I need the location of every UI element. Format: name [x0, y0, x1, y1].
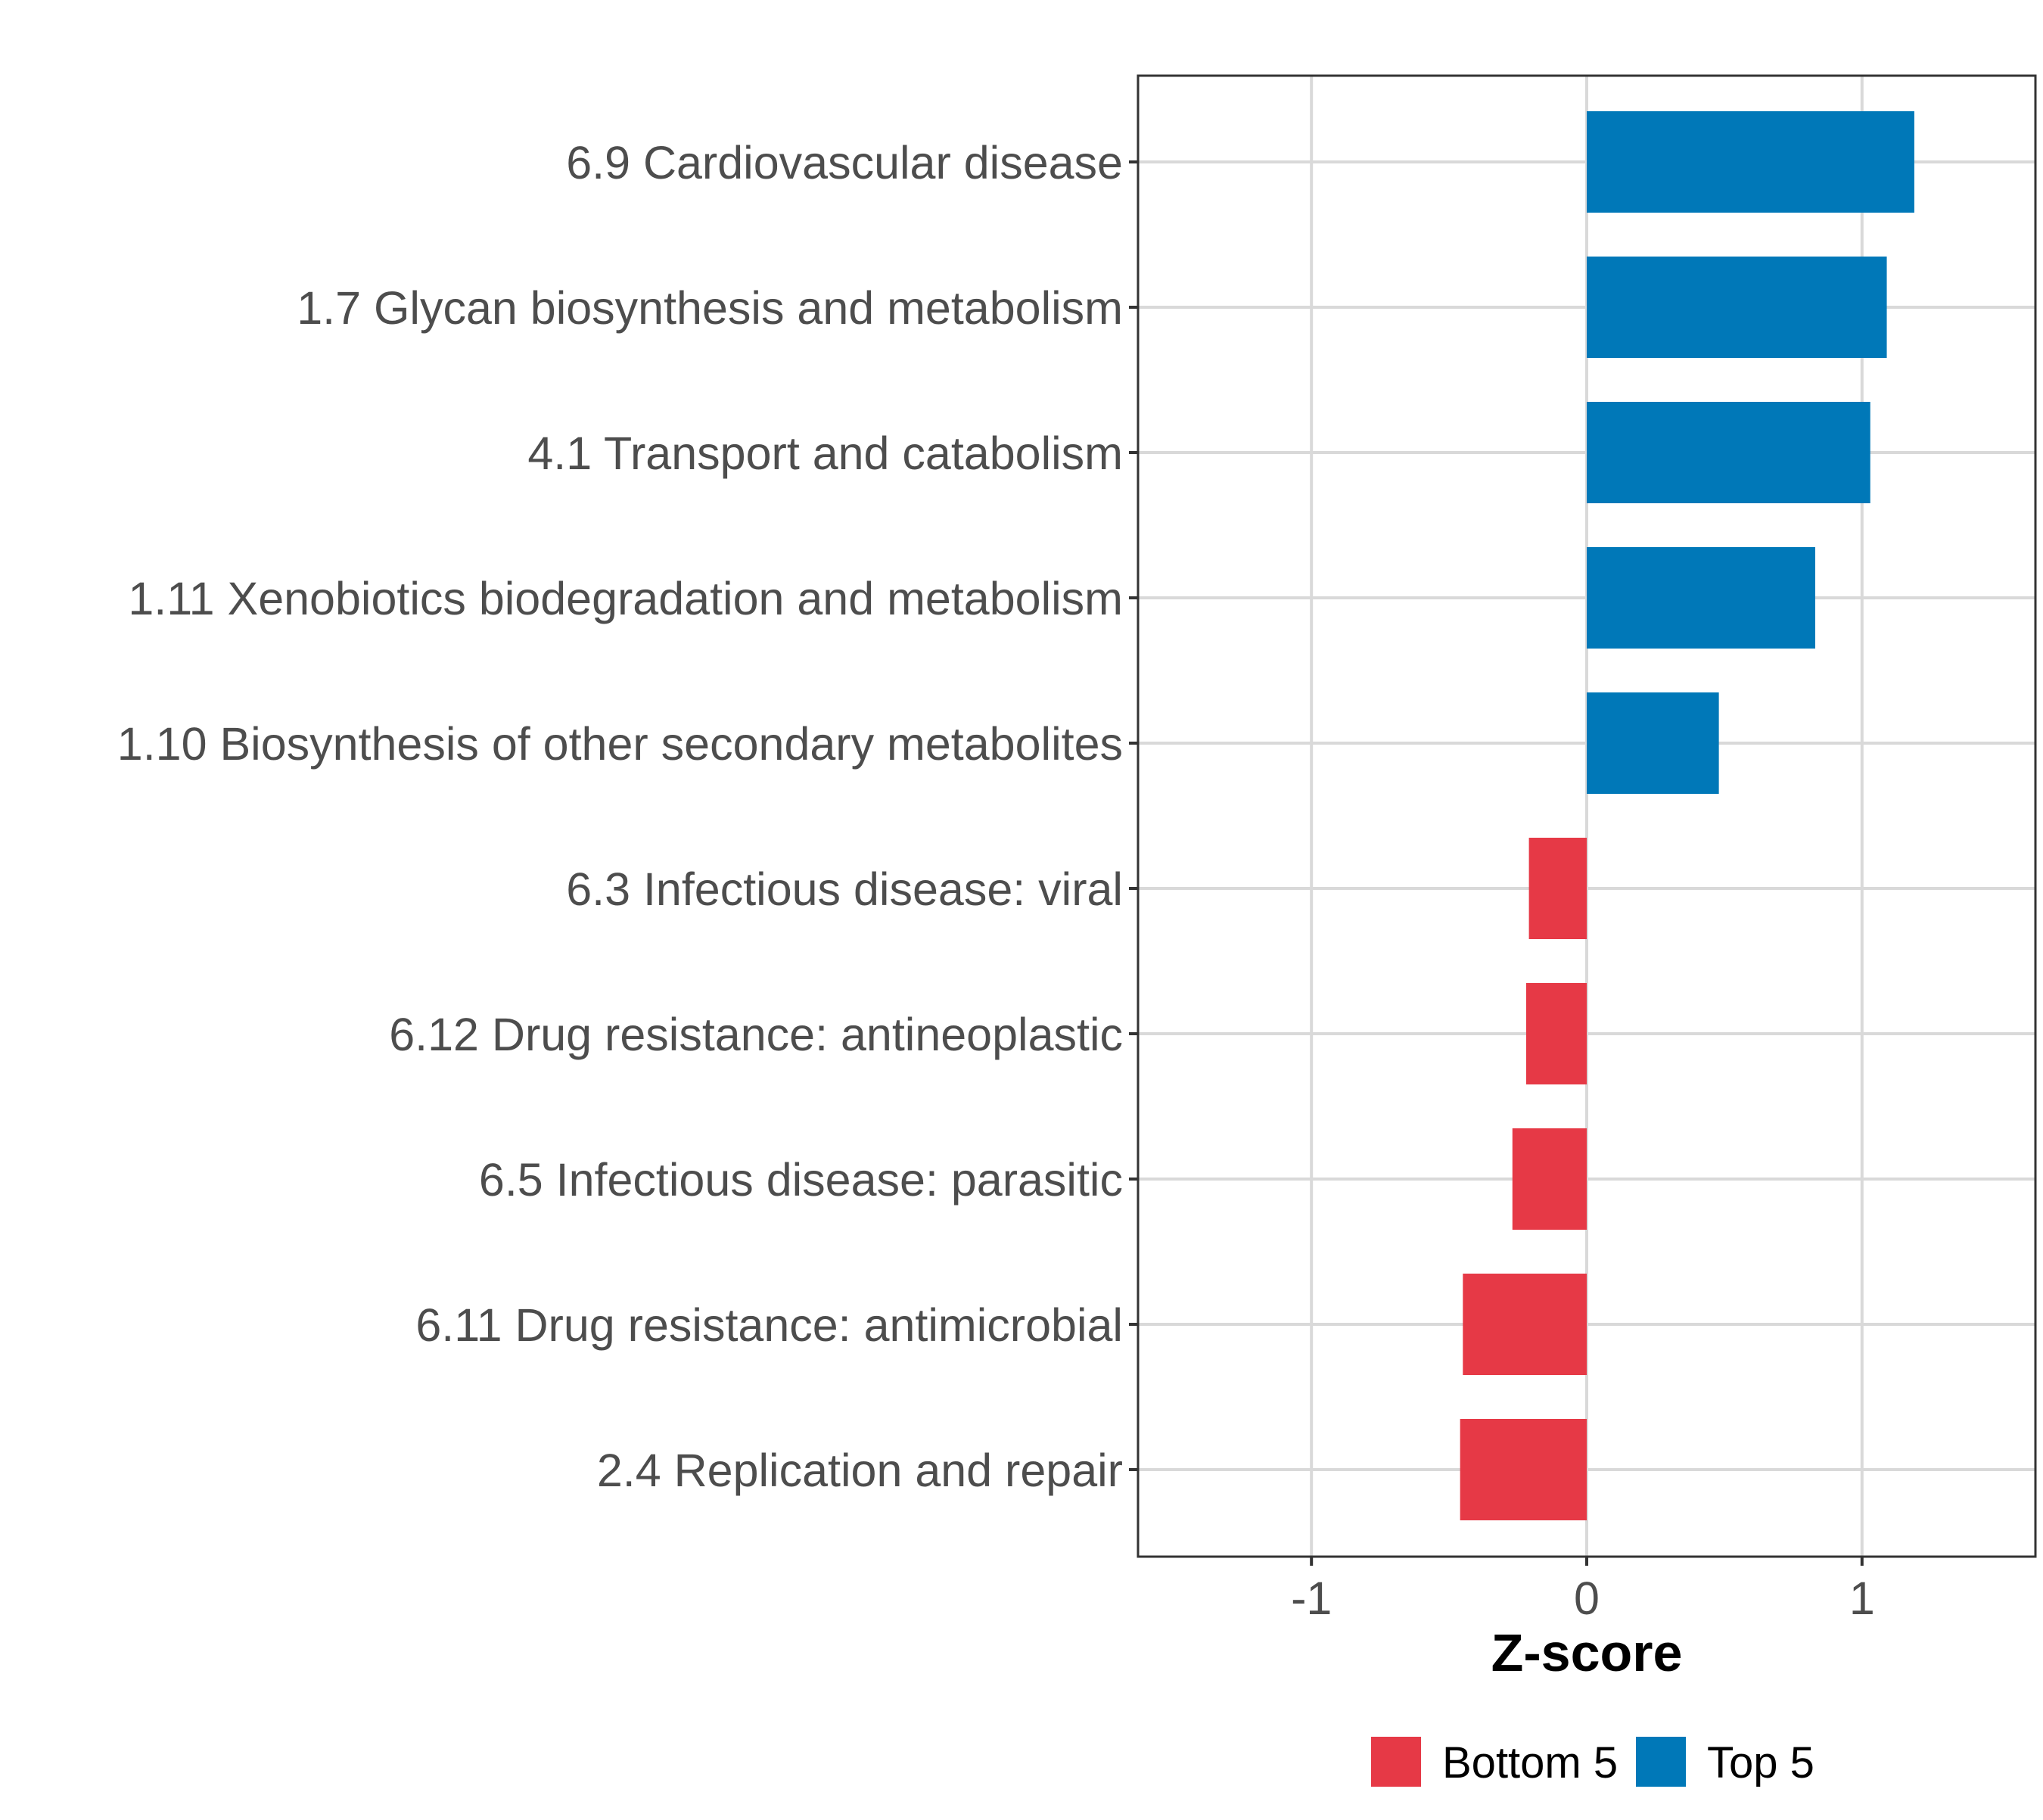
y-tick-label: 6.3 Infectious disease: viral — [566, 863, 1123, 915]
bar[interactable] — [1463, 1274, 1587, 1375]
bar[interactable] — [1512, 1128, 1587, 1230]
y-tick-label: 1.11 Xenobiotics biodegradation and meta… — [128, 573, 1123, 624]
bar[interactable] — [1587, 692, 1719, 794]
bar[interactable] — [1587, 402, 1870, 503]
bar[interactable] — [1525, 983, 1587, 1084]
bar[interactable] — [1460, 1419, 1587, 1520]
bars — [1460, 111, 1914, 1520]
y-tick-label: 6.11 Drug resistance: antimicrobial — [415, 1299, 1123, 1351]
x-tick-label: 1 — [1849, 1573, 1875, 1624]
bar[interactable] — [1587, 547, 1815, 649]
legend: Bottom 5 Top 5 — [1371, 1737, 1814, 1787]
legend-key-top — [1636, 1737, 1686, 1787]
legend-label: Bottom 5 — [1442, 1738, 1618, 1787]
legend-label: Top 5 — [1707, 1738, 1814, 1787]
y-tick-label: 6.9 Cardiovascular disease — [566, 137, 1123, 188]
y-tick-label: 2.4 Replication and repair — [597, 1445, 1123, 1496]
legend-key-bottom — [1371, 1737, 1421, 1787]
x-tick-label: -1 — [1291, 1573, 1332, 1624]
x-tick-label: 0 — [1574, 1573, 1600, 1624]
y-tick-label: 4.1 Transport and catabolism — [527, 428, 1123, 479]
y-tick-label: 6.5 Infectious disease: parasitic — [479, 1154, 1123, 1206]
y-tick-label: 1.7 Glycan biosynthesis and metabolism — [297, 282, 1123, 334]
x-axis-title: Z-score — [1491, 1623, 1683, 1682]
bar[interactable] — [1528, 838, 1587, 939]
bar[interactable] — [1587, 257, 1887, 358]
y-axis: 6.9 Cardiovascular disease 1.7 Glycan bio… — [117, 137, 1138, 1496]
bar[interactable] — [1587, 111, 1914, 213]
x-axis: -1 0 1 — [1291, 1557, 1875, 1624]
y-tick-label: 1.10 Biosynthesis of other secondary met… — [117, 718, 1123, 770]
y-tick-label: 6.12 Drug resistance: antineoplastic — [389, 1009, 1123, 1060]
